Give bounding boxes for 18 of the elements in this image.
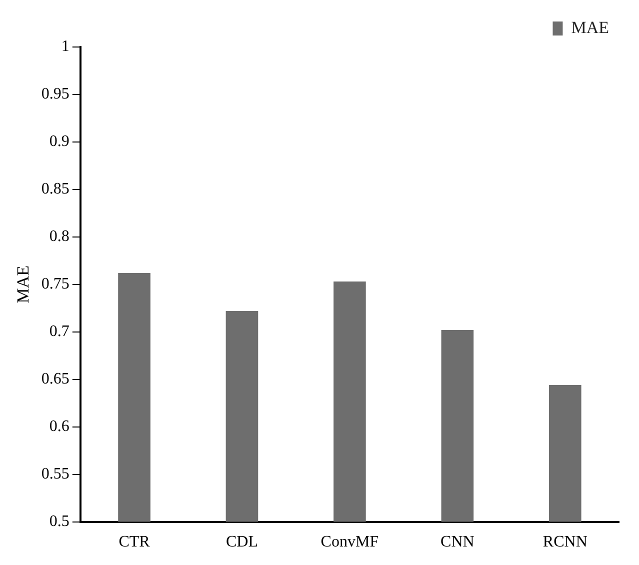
y-tick-label: 0.8 xyxy=(49,228,70,246)
y-tick-label: 0.85 xyxy=(41,180,70,198)
y-tick-label: 0.9 xyxy=(49,133,70,150)
y-tick-label: 0.7 xyxy=(49,323,70,340)
y-axis-title: MAE xyxy=(14,266,33,304)
y-tick-label: 0.95 xyxy=(41,86,70,103)
x-tick-label: CTR xyxy=(118,534,150,551)
x-tick-label: CDL xyxy=(226,534,258,551)
x-tick-label: CNN xyxy=(440,534,475,551)
legend-label: MAE xyxy=(571,18,610,37)
y-tick-label: 1 xyxy=(61,38,70,56)
y-tick-label: 0.55 xyxy=(41,466,70,483)
y-tick-label: 0.65 xyxy=(41,370,70,388)
x-tick-label: ConvMF xyxy=(320,534,379,551)
y-tick-label: 0.75 xyxy=(41,276,70,293)
y-tick-label: 0.5 xyxy=(49,513,70,530)
y-tick-label: 0.6 xyxy=(49,418,70,436)
x-tick-label: RCNN xyxy=(542,534,588,551)
